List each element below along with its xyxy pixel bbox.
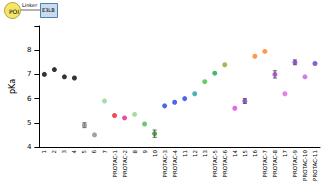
svg-text:2: 2: [51, 150, 57, 154]
svg-text:6: 6: [91, 150, 97, 154]
svg-text:11: 11: [182, 150, 188, 157]
svg-text:12: 12: [192, 150, 198, 157]
svg-text:PROTAC-10: PROTAC-10: [302, 150, 308, 181]
svg-text:3: 3: [61, 150, 67, 154]
svg-text:4: 4: [71, 150, 77, 154]
svg-text:7: 7: [27, 70, 31, 78]
svg-text:4: 4: [27, 143, 32, 151]
svg-text:Linker: Linker: [22, 2, 38, 8]
svg-text:7: 7: [102, 150, 108, 154]
svg-text:E3LB: E3LB: [42, 7, 55, 13]
svg-text:16: 16: [252, 150, 258, 157]
svg-text:9: 9: [142, 150, 148, 154]
svg-text:10: 10: [152, 150, 158, 157]
svg-text:PROTAC-2: PROTAC-2: [122, 150, 128, 177]
svg-text:PROTAC-11: PROTAC-11: [312, 150, 318, 181]
svg-text:5: 5: [27, 119, 31, 127]
svg-text:pKa: pKa: [8, 79, 17, 94]
svg-text:PROTAC-1: PROTAC-1: [112, 150, 118, 177]
svg-text:5: 5: [81, 150, 87, 154]
svg-text:8: 8: [27, 46, 31, 54]
svg-text:PROTAC-6: PROTAC-6: [222, 150, 228, 178]
svg-text:PROTAC-5: PROTAC-5: [212, 150, 218, 178]
svg-text:PROTAC-7: PROTAC-7: [262, 150, 268, 178]
svg-text:PROTAC-3: PROTAC-3: [162, 150, 168, 178]
svg-text:15: 15: [242, 150, 248, 157]
svg-text:PROTAC-9: PROTAC-9: [292, 150, 298, 178]
svg-text:17: 17: [282, 150, 288, 157]
svg-text:13: 13: [202, 150, 208, 157]
svg-text:8: 8: [132, 150, 138, 154]
svg-text:1: 1: [41, 150, 47, 154]
svg-text:6: 6: [27, 95, 32, 103]
svg-text:PROTAC-8: PROTAC-8: [272, 150, 278, 178]
svg-text:PROTAC-4: PROTAC-4: [172, 150, 178, 178]
svg-text:POI: POI: [9, 8, 19, 15]
svg-text:14: 14: [232, 150, 238, 157]
